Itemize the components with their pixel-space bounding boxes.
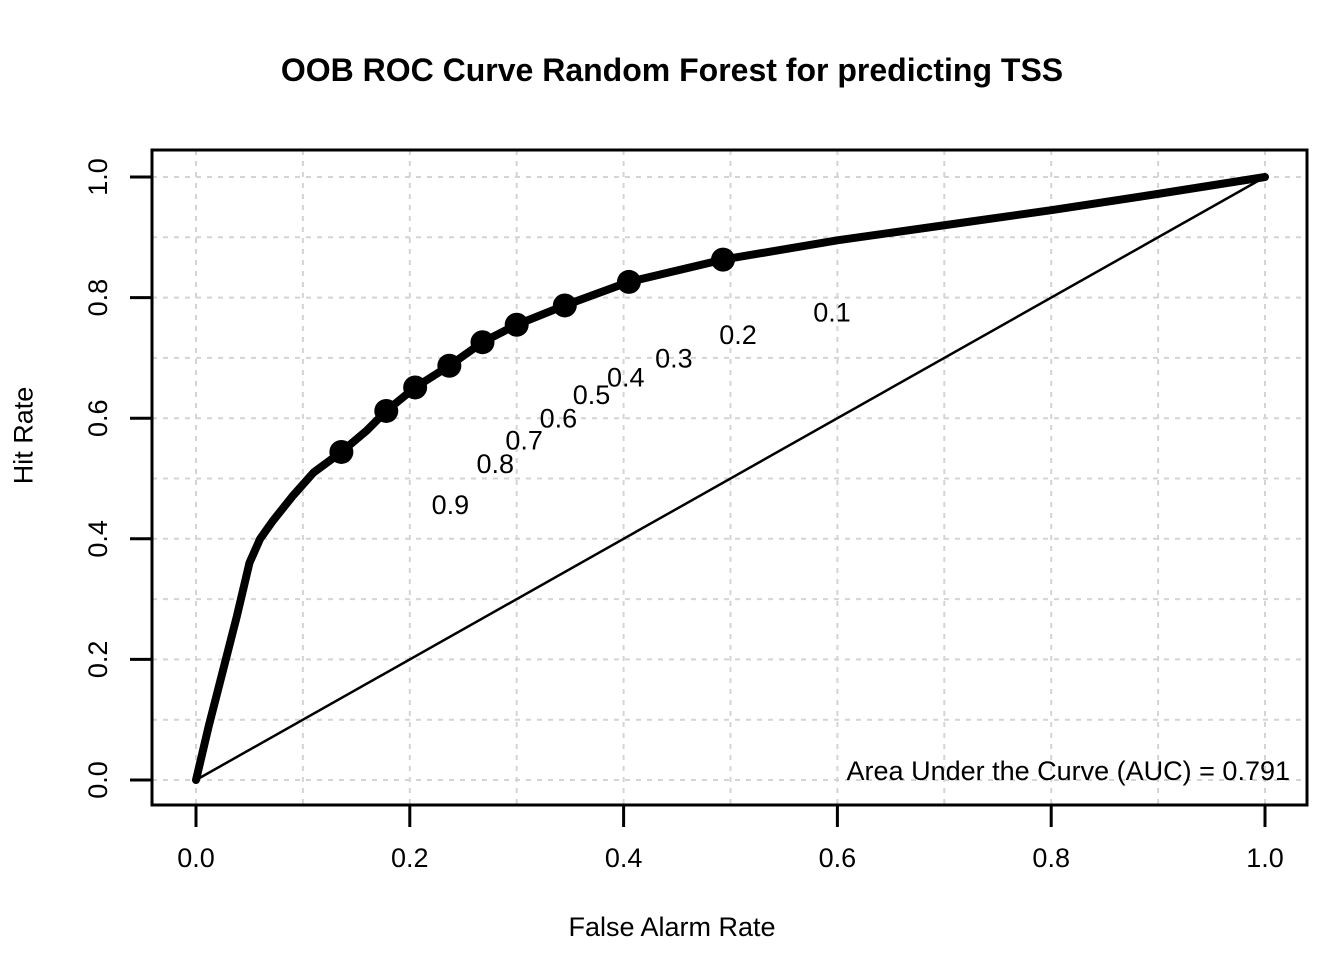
axis-tick-labels: 0.0 0.2 0.4 0.6 0.8 1.0 0.0 0.2 0.4 0.6 0.8 1.0 (83, 158, 1284, 873)
y-tick-label: 0.0 (83, 761, 113, 799)
x-tick-label: 0.2 (391, 843, 429, 873)
threshold-marker (403, 375, 428, 400)
x-tick-label: 0.6 (819, 843, 857, 873)
threshold-marker (437, 353, 462, 378)
threshold-label: 0.2 (719, 320, 757, 350)
threshold-marker (504, 312, 529, 337)
threshold-marker (711, 247, 736, 272)
threshold-label: 0.3 (655, 343, 693, 373)
threshold-markers (329, 247, 736, 464)
threshold-labels: 0.90.80.70.60.50.4 0.3 0.2 0.1 (432, 298, 851, 520)
roc-curve-line (192, 173, 1269, 784)
x-tick-label: 0.8 (1032, 843, 1070, 873)
plot-frame (150, 148, 1309, 807)
threshold-label: 0.9 (432, 490, 470, 520)
axis-ticks (130, 175, 1267, 827)
reference-diagonal-line (195, 175, 1266, 782)
y-tick-label: 0.2 (83, 641, 113, 679)
threshold-marker (616, 269, 641, 294)
threshold-label: 0.6 (540, 404, 578, 434)
page-title: OOB ROC Curve Random Forest for predicti… (280, 52, 1064, 88)
threshold-label: 0.7 (505, 425, 543, 455)
threshold-label: 0.8 (477, 449, 515, 479)
threshold-marker (470, 330, 495, 355)
threshold-label: 0.1 (813, 298, 851, 328)
y-axis-title: Hit Rate (8, 386, 39, 485)
y-tick-label: 0.4 (83, 520, 113, 558)
threshold-marker (552, 293, 577, 318)
y-tick-label: 1.0 (83, 158, 113, 196)
x-tick-label: 0.4 (605, 843, 643, 873)
x-tick-label: 1.0 (1246, 843, 1284, 873)
x-tick-label: 0.0 (177, 843, 215, 873)
y-tick-label: 0.6 (83, 399, 113, 437)
auc-annotation: Area Under the Curve (AUC) = 0.791 (847, 756, 1290, 786)
threshold-marker (374, 398, 399, 423)
threshold-label: 0.4 (607, 363, 645, 393)
y-tick-label: 0.8 (83, 279, 113, 317)
x-axis-title: False Alarm Rate (568, 912, 776, 942)
threshold-marker (329, 439, 354, 464)
threshold-label: 0.5 (573, 380, 611, 410)
